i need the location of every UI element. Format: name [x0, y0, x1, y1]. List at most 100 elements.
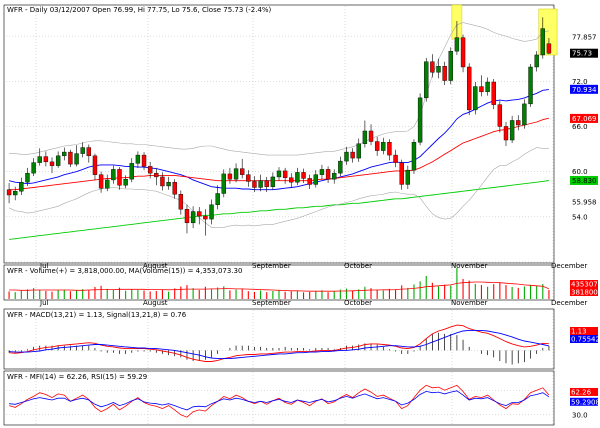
- volume-ma-line: [9, 281, 550, 292]
- candle-body: [166, 181, 171, 187]
- axis-badge-label: 75.73: [572, 50, 592, 58]
- month-label: August: [143, 262, 168, 270]
- mfi-rsi-panel-title: WFR - MFI(14) = 62.26, RSI(15) = 59.29: [7, 373, 147, 381]
- candle-body: [62, 151, 67, 157]
- axis-badge-label: 58.830: [572, 177, 597, 185]
- axis-badge-label: 70.934: [572, 86, 597, 94]
- series-line: [9, 180, 549, 240]
- candle-body: [74, 153, 79, 165]
- price-candles: [6, 17, 552, 236]
- candle-body: [203, 215, 208, 220]
- candle-body: [92, 155, 98, 175]
- candle-body: [141, 154, 147, 167]
- candle-body: [405, 169, 411, 185]
- price-panel: WFR - Daily 03/12/2007 Open 76.99, Hi 77…: [3, 4, 598, 270]
- axis-badge-label: 3818000: [571, 289, 600, 297]
- month-label: September: [252, 299, 291, 307]
- axis-badge-label: 77.857: [572, 34, 597, 42]
- candle-body: [55, 155, 61, 166]
- macd-panel-frame: [3, 308, 555, 370]
- volume-ma-line: [9, 281, 550, 292]
- series-line: [9, 329, 550, 360]
- candle-body: [546, 43, 552, 54]
- macd-panel-title: WFR - MACD(13,21) = 1.13, Signal(13,21,8…: [7, 311, 187, 319]
- candle-body: [43, 156, 49, 163]
- month-label: November: [451, 299, 488, 307]
- candle-body: [49, 161, 55, 166]
- volume-panel-title: WFR - Volume(+) = 3,818,000.00, MA(Volum…: [7, 267, 242, 275]
- price-moving-averages: [8, 22, 550, 240]
- axis-badge-label: 1.13: [571, 328, 587, 336]
- candle-body: [190, 211, 196, 224]
- candle-body: [381, 142, 386, 151]
- candle-body: [270, 176, 276, 187]
- price-axis-badges: 77.857 75.73 70.934 67.069 58.830 55.958 72.0 6…: [570, 32, 598, 221]
- candle-body: [528, 66, 533, 105]
- month-label: November: [451, 262, 488, 270]
- candle-body: [111, 169, 116, 181]
- candle-body: [350, 151, 355, 159]
- candle-body: [31, 162, 36, 174]
- volume-month-labels: Jul August September October November Decembe…: [39, 299, 587, 307]
- candle-body: [6, 189, 12, 196]
- candle-body: [460, 37, 466, 68]
- candle-body: [516, 120, 521, 126]
- axis-badge: [570, 175, 598, 185]
- candle-body: [25, 172, 30, 183]
- candle-body: [344, 151, 349, 162]
- candle-body: [197, 211, 202, 217]
- candle-body: [374, 141, 380, 151]
- axis-badge-label: 4353073: [571, 281, 600, 289]
- volume-panel-frame: [3, 264, 555, 301]
- candle-body: [129, 163, 134, 180]
- candle-body: [184, 209, 190, 224]
- candle-body: [466, 66, 472, 111]
- price-tick-label: 72.0: [572, 78, 588, 86]
- candle-body: [258, 180, 263, 188]
- series-line: [8, 89, 549, 191]
- candle-body: [221, 173, 226, 194]
- candle-body: [135, 154, 141, 164]
- axis-badge: [570, 397, 598, 406]
- candle-body: [430, 61, 435, 73]
- candle-body: [68, 151, 73, 165]
- axis-badge: [570, 113, 598, 123]
- month-label: August: [143, 299, 168, 307]
- axis-badge: [570, 197, 598, 207]
- price-month-labels: Jul August September October November Decembe…: [39, 262, 587, 270]
- candle-body: [227, 173, 233, 180]
- candle-body: [117, 169, 122, 186]
- candle-body: [509, 120, 515, 141]
- candle-body: [436, 66, 441, 73]
- series-line: [9, 390, 550, 411]
- candle-body: [37, 156, 42, 163]
- candle-body: [442, 66, 447, 81]
- axis-badge-label: 67.069: [572, 115, 597, 123]
- candle-body: [338, 160, 343, 174]
- axis-badge: [570, 84, 598, 94]
- candle-body: [147, 166, 153, 174]
- macd-panel: WFR - MACD(13,21) = 1.13, Signal(13,21,8…: [3, 308, 600, 370]
- candle-body: [154, 172, 159, 178]
- candle-body: [325, 169, 331, 180]
- axis-badge: [570, 48, 598, 58]
- candle-body: [252, 181, 257, 188]
- candle-body: [485, 81, 490, 93]
- month-label: October: [344, 262, 372, 270]
- axis-badge-label: 55.958: [572, 199, 597, 207]
- price-tick-label: 60.0: [572, 168, 588, 176]
- month-label: October: [344, 299, 372, 307]
- axis-badge-label: 59.2908: [571, 398, 600, 406]
- series-line: [9, 22, 549, 156]
- volume-gridlines: [35, 266, 554, 299]
- mfi-tick-label: 30.0: [572, 411, 588, 419]
- candle-body: [307, 178, 312, 185]
- price-tick-label: 66.0: [572, 123, 588, 131]
- candle-body: [332, 172, 337, 180]
- candle-body: [368, 130, 374, 142]
- candle-body: [497, 104, 503, 127]
- price-gridlines: [6, 6, 554, 263]
